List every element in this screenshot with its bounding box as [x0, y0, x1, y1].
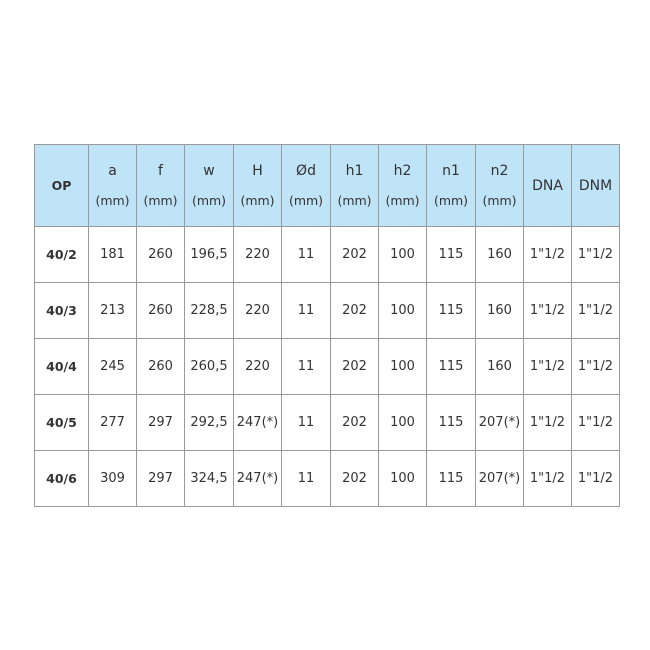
- header-label: DNA: [532, 177, 563, 194]
- value-cell: 100: [378, 338, 427, 395]
- value-cell: 100: [378, 282, 427, 339]
- header-unit: (mm): [143, 193, 178, 208]
- value-cell: 160: [475, 282, 524, 339]
- model-cell: 40/2: [34, 226, 89, 283]
- table-row: 40/4 245 260 260,5 220 11 202 100 115 160 1"1/2 1"1…: [34, 338, 620, 395]
- header-cell: Ød (mm): [281, 144, 331, 227]
- value-cell: 160: [475, 338, 524, 395]
- header-cell: n2 (mm): [475, 144, 524, 227]
- value-cell: 220: [233, 282, 282, 339]
- header-cell: w (mm): [184, 144, 234, 227]
- model-cell: 40/4: [34, 338, 89, 395]
- value-cell: 1"1/2: [571, 394, 620, 451]
- value-cell: 11: [281, 282, 331, 339]
- header-cell: h1 (mm): [330, 144, 379, 227]
- value-cell: 1"1/2: [523, 282, 572, 339]
- model-cell: 40/5: [34, 394, 89, 451]
- header-label: DNM: [578, 177, 613, 194]
- header-unit: (mm): [240, 193, 275, 208]
- header-unit: (mm): [482, 193, 517, 208]
- value-cell: 1"1/2: [571, 450, 620, 507]
- header-label: a: [108, 163, 117, 179]
- value-cell: 160: [475, 226, 524, 283]
- header-cell: H (mm): [233, 144, 282, 227]
- value-cell: 260: [136, 282, 185, 339]
- value-cell: 115: [426, 450, 476, 507]
- header-unit: (mm): [433, 193, 469, 208]
- value-cell: 228,5: [184, 282, 234, 339]
- header-cell: n1 (mm): [426, 144, 476, 227]
- value-cell: 213: [88, 282, 137, 339]
- value-cell: 247(*): [233, 450, 282, 507]
- value-cell: 11: [281, 450, 331, 507]
- value-cell: 202: [330, 226, 379, 283]
- value-cell: 181: [88, 226, 137, 283]
- header-label: n2: [490, 163, 509, 179]
- value-cell: 1"1/2: [571, 338, 620, 395]
- value-cell: 100: [378, 394, 427, 451]
- value-cell: 11: [281, 226, 331, 283]
- value-cell: 1"1/2: [523, 450, 572, 507]
- value-cell: 207(*): [475, 450, 524, 507]
- value-cell: 297: [136, 394, 185, 451]
- header-label: H: [252, 163, 263, 179]
- table-row: 40/6 309 297 324,5 247(*) 11 202 100 115 207(*) 1"…: [34, 450, 620, 507]
- value-cell: 115: [426, 282, 476, 339]
- value-cell: 1"1/2: [571, 226, 620, 283]
- value-cell: 115: [426, 338, 476, 395]
- value-cell: 1"1/2: [523, 338, 572, 395]
- header-unit: (mm): [337, 193, 372, 208]
- value-cell: 11: [281, 394, 331, 451]
- value-cell: 277: [88, 394, 137, 451]
- value-cell: 1"1/2: [571, 282, 620, 339]
- header-row: OP a (mm) f (mm) w (mm) H (mm) Ød (mm) h1 (mm) h2 (mm…: [34, 144, 620, 227]
- header-unit: (mm): [288, 193, 324, 208]
- value-cell: 202: [330, 450, 379, 507]
- value-cell: 324,5: [184, 450, 234, 507]
- value-cell: 202: [330, 282, 379, 339]
- header-label: Ød: [296, 163, 316, 179]
- value-cell: 220: [233, 338, 282, 395]
- header-cell: h2 (mm): [378, 144, 427, 227]
- dimensions-table: OP a (mm) f (mm) w (mm) H (mm) Ød (mm) h1 (mm) h2 (mm…: [34, 144, 620, 507]
- value-cell: 260,5: [184, 338, 234, 395]
- header-label: h2: [393, 163, 412, 179]
- header-cell: f (mm): [136, 144, 185, 227]
- table-row: 40/3 213 260 228,5 220 11 202 100 115 160 1"1/2 1"1…: [34, 282, 620, 339]
- value-cell: 115: [426, 394, 476, 451]
- value-cell: 1"1/2: [523, 226, 572, 283]
- header-op: OP: [34, 144, 89, 227]
- value-cell: 100: [378, 450, 427, 507]
- header-label: f: [158, 163, 163, 179]
- header-cell: DNM: [571, 144, 620, 227]
- header-label: n1: [442, 163, 460, 179]
- value-cell: 220: [233, 226, 282, 283]
- model-cell: 40/6: [34, 450, 89, 507]
- value-cell: 1"1/2: [523, 394, 572, 451]
- header-unit: (mm): [95, 193, 130, 208]
- header-label: h1: [345, 163, 364, 179]
- model-cell: 40/3: [34, 282, 89, 339]
- value-cell: 260: [136, 338, 185, 395]
- value-cell: 245: [88, 338, 137, 395]
- header-cell: a (mm): [88, 144, 137, 227]
- header-unit: (mm): [191, 193, 227, 208]
- header-unit: (mm): [385, 193, 420, 208]
- header-label: w: [203, 163, 215, 179]
- value-cell: 202: [330, 338, 379, 395]
- value-cell: 11: [281, 338, 331, 395]
- value-cell: 309: [88, 450, 137, 507]
- value-cell: 260: [136, 226, 185, 283]
- table-row: 40/2 181 260 196,5 220 11 202 100 115 160 1"1/2 1"1…: [34, 226, 620, 283]
- value-cell: 247(*): [233, 394, 282, 451]
- value-cell: 196,5: [184, 226, 234, 283]
- value-cell: 297: [136, 450, 185, 507]
- table-row: 40/5 277 297 292,5 247(*) 11 202 100 115 207(*) 1"…: [34, 394, 620, 451]
- value-cell: 100: [378, 226, 427, 283]
- header-cell: DNA: [523, 144, 572, 227]
- value-cell: 115: [426, 226, 476, 283]
- value-cell: 202: [330, 394, 379, 451]
- value-cell: 292,5: [184, 394, 234, 451]
- value-cell: 207(*): [475, 394, 524, 451]
